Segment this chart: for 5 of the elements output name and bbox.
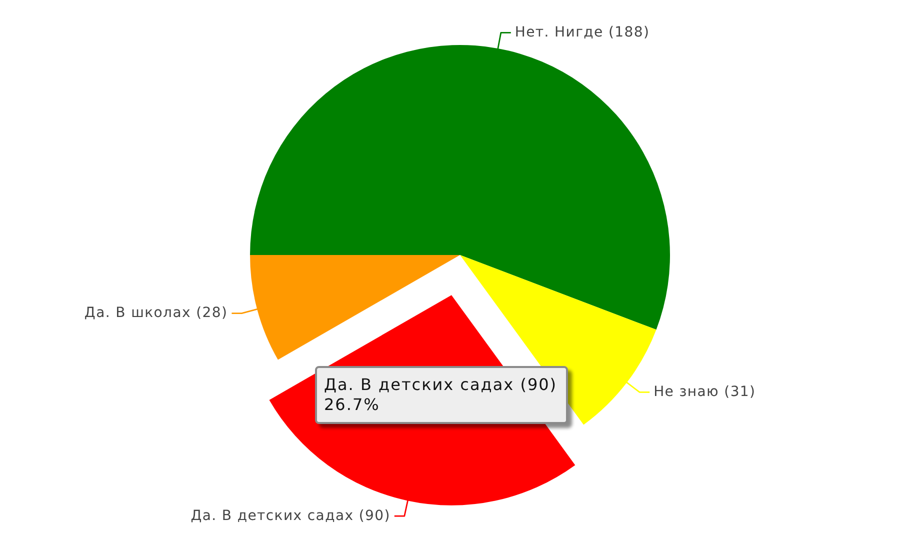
slice-label: Да. В детских садах (90) [190,508,390,524]
tooltip: Да. В детских садах (90) 26.7% [315,366,568,424]
legend-label: Нет. Нигде (188) [514,24,650,40]
slice-label: Да. В школах (28) [84,304,228,321]
slice-label: Не знаю (31) [654,384,756,400]
